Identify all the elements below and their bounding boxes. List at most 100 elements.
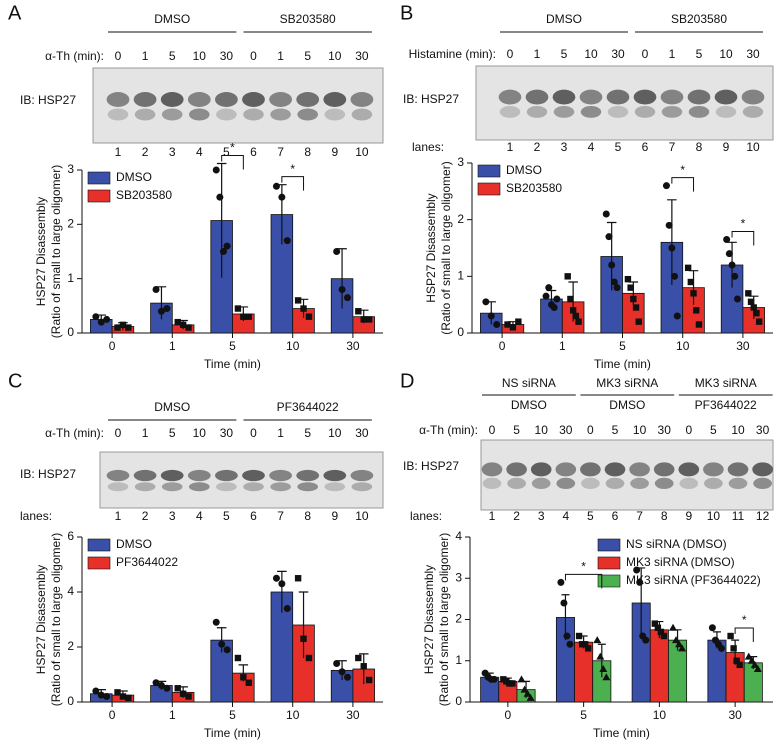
significance-bracket	[671, 177, 695, 192]
data-point	[92, 687, 100, 695]
data-point	[218, 640, 226, 648]
blot-band	[189, 108, 210, 121]
group-label: DMSO	[154, 12, 190, 26]
data-point	[520, 685, 529, 693]
blot-band	[742, 105, 764, 118]
condition: 30	[611, 47, 625, 61]
data-point	[624, 275, 632, 283]
y-axis-label: (Ratio of small to large oligomer)	[49, 533, 63, 706]
lane-number: 7	[277, 509, 284, 523]
data-point	[338, 668, 346, 676]
condition: 0	[685, 423, 692, 437]
blot-band	[506, 462, 527, 477]
data-point	[119, 693, 127, 700]
data-point	[526, 693, 535, 701]
condition: 0	[250, 49, 257, 63]
data-point	[668, 244, 676, 252]
condition-label: Histamine (min):	[409, 47, 496, 61]
blot-band	[580, 105, 602, 118]
data-point	[690, 290, 697, 297]
data-point	[613, 284, 621, 292]
legend-label: DMSO	[116, 170, 152, 184]
blot-band	[296, 469, 320, 482]
panel-letter: A	[8, 2, 22, 24]
legend-swatch	[477, 182, 501, 196]
data-point	[672, 636, 681, 644]
data-point	[125, 324, 132, 331]
condition: 1	[142, 426, 149, 440]
blot-band	[269, 92, 292, 107]
probe-label: IB: HSP27	[20, 467, 76, 481]
condition: 0	[587, 423, 594, 437]
blot-band	[482, 477, 502, 489]
data-point	[669, 623, 678, 631]
data-point	[119, 321, 127, 329]
blot-band	[579, 89, 603, 105]
y-tick-label: 2	[455, 612, 462, 626]
legend-label: DMSO	[506, 163, 542, 177]
blot-band	[107, 108, 129, 121]
blot-band	[752, 462, 773, 477]
x-tick-label: 1	[169, 708, 176, 722]
lane-number: 1	[507, 140, 514, 154]
x-tick-label: 0	[505, 708, 512, 722]
data-point	[736, 661, 743, 669]
lane-number: 3	[538, 509, 545, 523]
condition: 0	[489, 423, 496, 437]
data-point	[92, 313, 100, 321]
y-axis-label: (Ratio of small to large oligomer)	[437, 533, 451, 706]
blot-band	[630, 477, 649, 489]
condition: 1	[534, 47, 541, 61]
data-point	[753, 665, 762, 672]
lane-number: 5	[223, 509, 230, 523]
blot-band	[580, 462, 601, 477]
condition: 10	[633, 423, 647, 437]
blot-band	[633, 89, 657, 105]
lane-number: 2	[142, 145, 149, 159]
y-tick-label: 0	[67, 325, 74, 339]
data-point	[545, 284, 553, 292]
blot-band	[187, 469, 211, 482]
significance-mark: *	[230, 141, 235, 155]
legend-swatch	[597, 574, 621, 588]
condition: 10	[193, 426, 207, 440]
lane-number: 11	[732, 509, 745, 523]
group-label: MK3 siRNA	[596, 376, 658, 390]
x-tick-label: 10	[286, 708, 300, 722]
error-bar	[216, 627, 227, 653]
lane-number: 4	[562, 509, 569, 523]
y-tick-label: 6	[67, 529, 74, 543]
y-axis-label: (Ratio of small to large oligomer)	[49, 165, 63, 338]
lane-number: 4	[588, 140, 595, 154]
blot-band	[350, 92, 374, 107]
blot-band	[350, 469, 374, 482]
blot-band	[687, 89, 711, 105]
blot-band	[324, 482, 346, 492]
data-point	[750, 304, 757, 311]
data-point	[333, 248, 341, 255]
data-point	[596, 652, 605, 660]
x-tick-label: 0	[109, 708, 116, 722]
data-point	[581, 641, 589, 648]
legend-swatch	[477, 164, 501, 178]
data-point	[333, 660, 341, 667]
data-point	[566, 640, 574, 648]
legend-swatch	[87, 189, 111, 203]
legend-label: PF3644022	[116, 555, 178, 569]
data-point	[240, 674, 247, 681]
legend-label: SB203580	[116, 188, 172, 202]
blot-band	[189, 482, 210, 492]
data-point	[750, 660, 759, 668]
data-point	[212, 166, 220, 174]
blot-band	[270, 482, 291, 492]
data-point	[654, 624, 662, 631]
legend-label: NS siRNA (DMSO)	[626, 537, 727, 551]
data-point	[575, 632, 583, 640]
lane-number: 6	[250, 509, 257, 523]
data-point	[593, 636, 602, 644]
blot-band	[678, 462, 700, 477]
data-point	[567, 295, 574, 303]
data-point	[278, 580, 286, 588]
condition: 10	[535, 423, 549, 437]
